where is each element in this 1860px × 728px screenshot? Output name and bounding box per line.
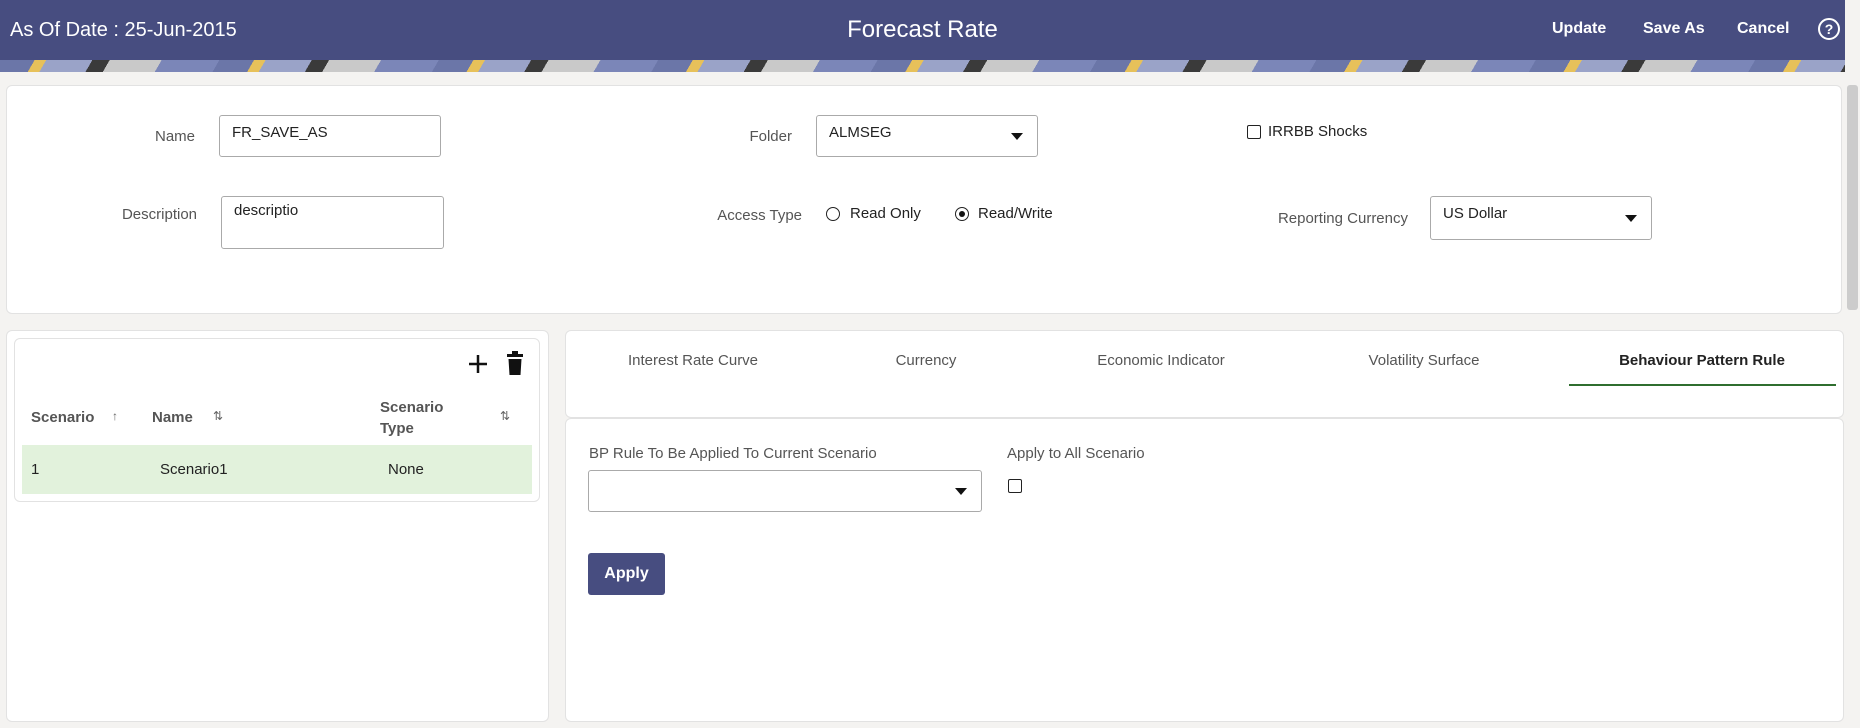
tab-interest-rate-curve[interactable]: Interest Rate Curve: [627, 352, 759, 369]
tab-currency[interactable]: Currency: [895, 352, 957, 369]
as-of-date: As Of Date : 25-Jun-2015: [10, 19, 237, 41]
sort-icon[interactable]: ⇅: [213, 409, 224, 423]
cell-name: Scenario1: [160, 461, 228, 478]
chevron-down-icon: [1625, 215, 1637, 222]
chevron-down-icon: [1011, 133, 1023, 140]
active-tab-indicator: [1569, 384, 1836, 386]
plus-icon[interactable]: [468, 354, 488, 374]
help-icon[interactable]: ?: [1818, 18, 1840, 40]
sort-ascending-icon[interactable]: ↑: [112, 409, 118, 423]
read-only-label: Read Only: [850, 205, 921, 222]
tab-bar: [565, 330, 1844, 418]
chevron-down-icon: [955, 488, 967, 495]
bp-rule-label: BP Rule To Be Applied To Current Scenari…: [589, 445, 877, 462]
name-input[interactable]: FR_SAVE_AS: [219, 115, 441, 157]
tab-behaviour-pattern-rule[interactable]: Behaviour Pattern Rule: [1619, 352, 1785, 369]
cancel-button[interactable]: Cancel: [1737, 20, 1790, 37]
read-write-label: Read/Write: [978, 205, 1053, 222]
tab-economic-indicator[interactable]: Economic Indicator: [1097, 352, 1225, 369]
table-row[interactable]: 1 Scenario1 None: [22, 445, 532, 494]
apply-button[interactable]: Apply: [588, 553, 665, 595]
app-header: As Of Date : 25-Jun-2015 Forecast Rate U…: [0, 0, 1845, 60]
column-header-name[interactable]: Name: [152, 409, 193, 426]
save-as-button[interactable]: Save As: [1643, 20, 1705, 37]
description-textarea[interactable]: descriptio: [221, 196, 444, 249]
cell-scenario: 1: [31, 461, 40, 478]
bp-content-panel: [565, 418, 1844, 722]
apply-all-label: Apply to All Scenario: [1007, 445, 1145, 462]
page-title: Forecast Rate: [847, 16, 998, 43]
column-header-scenario[interactable]: Scenario: [31, 409, 95, 426]
reporting-currency-label: Reporting Currency: [1277, 210, 1408, 227]
description-label: Description: [121, 206, 197, 223]
column-header-scenario-type[interactable]: Scenario Type: [380, 399, 444, 437]
reporting-currency-value: US Dollar: [1443, 205, 1508, 222]
folder-select[interactable]: ALMSEG: [816, 115, 1038, 157]
cell-type: None: [388, 461, 424, 478]
read-write-radio[interactable]: [955, 207, 969, 221]
update-button[interactable]: Update: [1552, 20, 1607, 37]
irrbb-checkbox[interactable]: [1247, 125, 1261, 139]
tab-volatility-surface[interactable]: Volatility Surface: [1368, 352, 1480, 369]
reporting-currency-select[interactable]: US Dollar: [1430, 196, 1652, 240]
trash-icon[interactable]: [507, 351, 523, 376]
scrollbar[interactable]: [1847, 85, 1858, 310]
bp-rule-select[interactable]: [588, 470, 982, 512]
name-label: Name: [154, 128, 195, 145]
folder-value: ALMSEG: [829, 124, 892, 141]
read-only-radio[interactable]: [826, 207, 840, 221]
folder-label: Folder: [749, 128, 792, 145]
apply-all-checkbox[interactable]: [1008, 479, 1022, 493]
sort-icon[interactable]: ⇅: [500, 409, 511, 423]
irrbb-label: IRRBB Shocks: [1268, 123, 1368, 140]
access-type-label: Access Type: [717, 207, 802, 224]
header-banner-pattern: [0, 60, 1845, 72]
